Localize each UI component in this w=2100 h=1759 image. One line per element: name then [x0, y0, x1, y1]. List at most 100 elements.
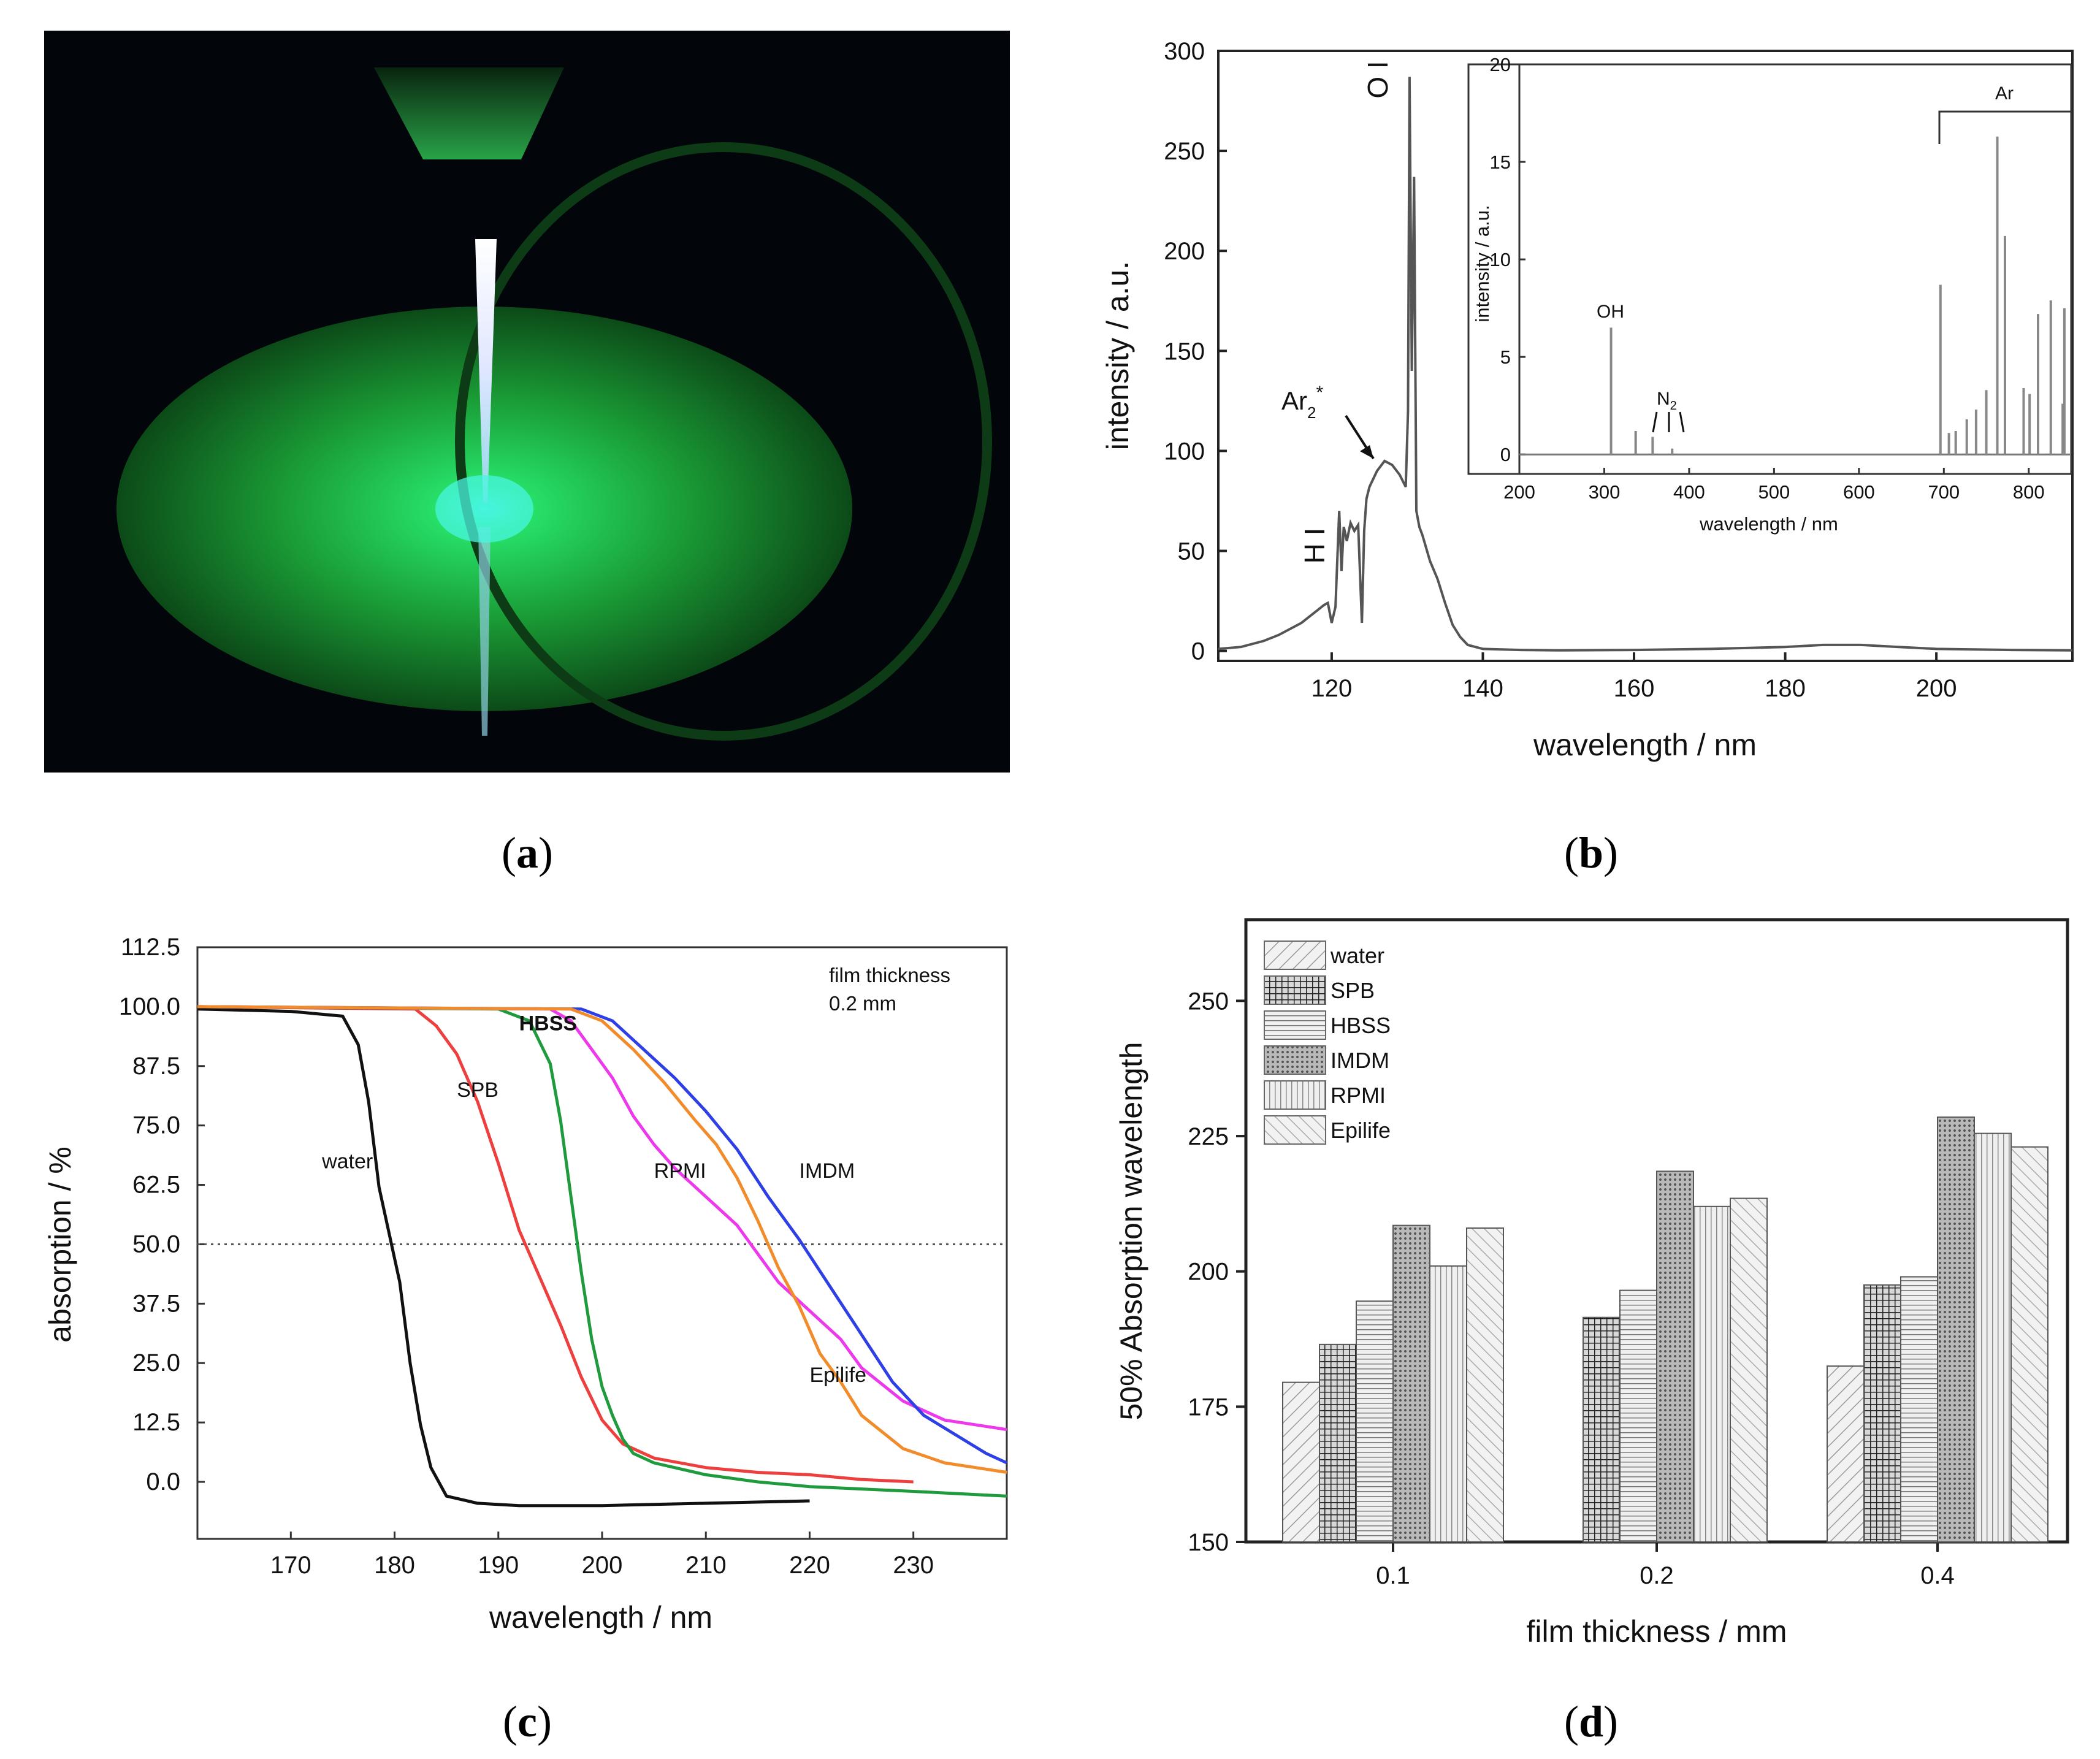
- b-x-axis: 120 140 160 180 200: [1312, 652, 1957, 702]
- panel-label-a-open: (: [502, 828, 516, 877]
- c-xtick-label: 170: [270, 1552, 311, 1579]
- panel-label-a-letter: a: [516, 828, 538, 877]
- b-inset-xtick-label: 400: [1673, 481, 1705, 503]
- plasma-jet: [475, 239, 497, 503]
- b-inset-lines: [1519, 136, 2071, 456]
- b-inset-frame: [1467, 63, 2072, 475]
- b-inset-ytick-label: 5: [1500, 346, 1511, 368]
- b-inset-n2-arrows: [1652, 411, 1685, 433]
- b-series-line: [1218, 77, 2073, 652]
- d-ytick-label: 200: [1188, 1259, 1229, 1286]
- c-xtick-label: 180: [374, 1552, 415, 1579]
- d-legend-label-HBSS: HBSS: [1331, 1013, 1391, 1038]
- d-xtick-label: 0.4: [1920, 1562, 1955, 1589]
- d-legend-label-IMDM: IMDM: [1331, 1048, 1389, 1073]
- b-annotation-OI: O I: [1362, 61, 1394, 98]
- d-bar-water: [1282, 1381, 1320, 1543]
- d-legend-swatch-water: [1264, 941, 1326, 970]
- b-ytick-label: 100: [1164, 438, 1205, 465]
- b-inset-ar-bracket: [1938, 110, 2072, 166]
- panel-c-chart: 0.0 12.5 25.0 37.5 50.0 62.5 75.0 87.5 100.0 112.…: [43, 934, 1008, 1635]
- b-ytick-label: 0: [1191, 638, 1205, 665]
- b-inset-annotation-Ar: Ar: [1995, 83, 2014, 104]
- c-xlabel: wavelength / nm: [489, 1600, 712, 1635]
- c-line-HBSS: [197, 1005, 1007, 1498]
- c-ytick-label: 37.5: [132, 1290, 180, 1317]
- d-legend-label-Epilife: Epilife: [1331, 1118, 1391, 1143]
- d-bar-HBSS: [1619, 1289, 1657, 1543]
- c-xtick-label: 220: [789, 1552, 830, 1579]
- d-legend-label-water: water: [1330, 943, 1384, 968]
- b-ar2-sub: 2: [1307, 403, 1316, 422]
- panel-a-photo: [44, 31, 1010, 773]
- d-ylabel: 50% Absorption wavelength: [1114, 1042, 1148, 1420]
- b-ytick-label: 250: [1164, 138, 1205, 165]
- b-inset-xtick-label: 500: [1758, 481, 1790, 503]
- b-xtick-label: 140: [1462, 675, 1503, 702]
- c-series-labels: water SPB HBSS RPMI IMDM Epilife: [321, 1012, 866, 1387]
- c-ytick-label: 25.0: [132, 1349, 180, 1376]
- panel-label-c: (c): [503, 1697, 552, 1746]
- d-x-axis: 0.1 0.2 0.4: [1376, 1542, 1955, 1589]
- panel-label-d: (d): [1564, 1697, 1618, 1746]
- b-xlabel: wavelength / nm: [1533, 728, 1757, 762]
- b-annotation-HI: H I: [1299, 528, 1331, 564]
- b-inset-annotation-OH: OH: [1597, 302, 1624, 322]
- b-ytick-label: 150: [1164, 338, 1205, 365]
- d-legend-swatch-RPMI: [1264, 1080, 1326, 1110]
- d-bar-Epilife: [1730, 1197, 1768, 1543]
- b-inset-ytick-label: 15: [1490, 151, 1511, 173]
- d-xtick-label: 0.2: [1640, 1562, 1674, 1589]
- c-xtick-label: 190: [478, 1552, 519, 1579]
- d-legend-label-SPB: SPB: [1331, 978, 1375, 1003]
- panel-label-c-close: ): [537, 1697, 552, 1746]
- d-bar-SPB: [1863, 1284, 1901, 1543]
- d-xtick-label: 0.1: [1376, 1562, 1410, 1589]
- panel-label-b-close: ): [1603, 828, 1618, 877]
- d-ytick-label: 175: [1188, 1394, 1229, 1421]
- b-inset-x-axis: 200 300 400 500 600 700 800: [1503, 468, 2045, 503]
- b-inset-ytick-label: 10: [1490, 249, 1511, 270]
- b-inset-annotation-N2: N2: [1657, 389, 1677, 413]
- b-xtick-label: 120: [1312, 675, 1353, 702]
- b-ytick-label: 300: [1164, 38, 1205, 65]
- c-xtick-label: 200: [582, 1552, 623, 1579]
- panel-label-a-close: ): [538, 828, 553, 877]
- b-xtick-label: 180: [1765, 675, 1806, 702]
- c-ytick-label: 12.5: [132, 1409, 180, 1436]
- c-line-Epilife: [197, 1005, 1007, 1474]
- d-legend-swatch-IMDM: [1264, 1045, 1326, 1075]
- b-inset-xtick-label: 700: [1928, 481, 1960, 503]
- panel-d-chart: 150 175 200 225 250 0.1 0.2 0.4 water SPB HBSS IM…: [1114, 918, 2069, 1649]
- b-n2-base: N: [1657, 389, 1670, 409]
- d-bar-RPMI: [1693, 1205, 1731, 1543]
- b-annotation-Ar2: Ar2*: [1281, 383, 1323, 422]
- glow-core: [435, 475, 533, 543]
- jet-reflection: [478, 527, 491, 736]
- c-ytick-label: 62.5: [132, 1172, 180, 1199]
- c-ytick-label: 100.0: [119, 993, 180, 1020]
- b-n2-sub: 2: [1670, 399, 1677, 413]
- b-ar2-arrowhead: [1360, 445, 1373, 459]
- b-ar2-base: Ar: [1281, 386, 1307, 415]
- c-label-water: water: [321, 1150, 373, 1173]
- c-line-SPB: [197, 1005, 914, 1484]
- panel-label-c-open: (: [503, 1697, 517, 1746]
- b-ylabel: intensity / a.u.: [1101, 261, 1135, 451]
- b-ar2-sup: *: [1316, 383, 1323, 403]
- d-bar-IMDM: [1392, 1224, 1430, 1543]
- b-inset-ylabel: intensity / a.u.: [1472, 205, 1493, 322]
- d-bar-water: [1827, 1365, 1865, 1543]
- d-legend: water SPB HBSS IMDM RPMI Epilife: [1264, 941, 1391, 1145]
- b-xtick-label: 200: [1916, 675, 1957, 702]
- panel-label-d-open: (: [1564, 1697, 1579, 1746]
- panel-label-b-letter: b: [1579, 828, 1603, 877]
- c-label-SPB: SPB: [457, 1078, 498, 1102]
- b-y-axis: 0 50 100 150 200 250 300: [1164, 38, 1227, 665]
- d-bar-SPB: [1583, 1316, 1621, 1543]
- b-inset-y-axis: 0 5 10 15 20: [1490, 54, 1525, 474]
- d-bar-HBSS: [1900, 1276, 1938, 1543]
- c-note-line1: film thickness: [829, 964, 950, 986]
- b-inset-xtick-label: 300: [1589, 481, 1621, 503]
